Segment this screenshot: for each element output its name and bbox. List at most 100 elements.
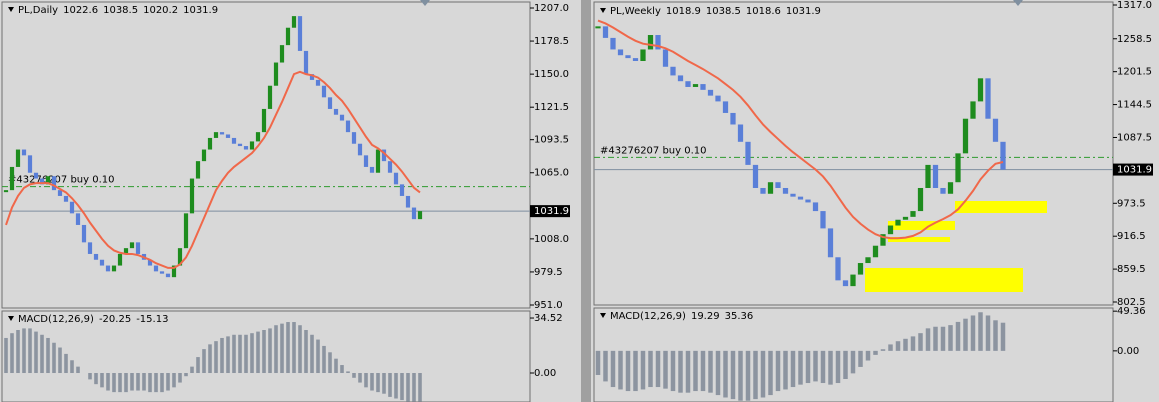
price-box bbox=[1113, 163, 1153, 176]
candle bbox=[9, 166, 15, 191]
macd-bar bbox=[775, 350, 781, 392]
candle bbox=[842, 280, 849, 287]
macd-bar bbox=[232, 334, 236, 374]
macd-bar bbox=[895, 341, 901, 351]
header-value: 1020.2 bbox=[143, 5, 178, 16]
macd-bar bbox=[172, 373, 176, 388]
candle bbox=[159, 271, 165, 274]
macd-bar bbox=[993, 320, 998, 351]
header-value: MACD(12,26,9) bbox=[610, 311, 686, 322]
candle bbox=[255, 132, 261, 142]
macd-bar bbox=[352, 373, 356, 378]
candle bbox=[737, 124, 744, 142]
candle bbox=[117, 253, 123, 266]
macd-bar bbox=[154, 373, 158, 393]
macd-bar bbox=[685, 350, 691, 393]
macd-bar bbox=[118, 373, 122, 393]
macd-bar bbox=[298, 325, 302, 374]
macd-bar bbox=[648, 350, 653, 388]
macd-bar bbox=[1000, 322, 1006, 351]
macd-bar bbox=[978, 312, 983, 351]
header-value: 1022.6 bbox=[63, 5, 98, 16]
macd-bar bbox=[603, 350, 608, 382]
macd-bar bbox=[100, 373, 104, 388]
candle bbox=[910, 211, 916, 217]
candle bbox=[655, 35, 661, 50]
candle bbox=[231, 137, 237, 144]
candle bbox=[189, 178, 195, 214]
header-value: -20.25 bbox=[99, 314, 131, 325]
candle bbox=[219, 132, 225, 135]
candle bbox=[767, 182, 774, 194]
macd-bar bbox=[715, 350, 721, 396]
candle bbox=[632, 58, 639, 61]
macd-bar bbox=[316, 339, 320, 374]
header-value: 1038.5 bbox=[103, 5, 138, 16]
y-tick-label: 34.52 bbox=[534, 313, 563, 324]
macd-bar bbox=[745, 350, 751, 401]
macd-bar bbox=[985, 315, 991, 351]
macd-bar bbox=[406, 373, 410, 402]
candle bbox=[327, 97, 333, 109]
header-value: 1018.9 bbox=[666, 6, 701, 17]
candle bbox=[183, 213, 189, 249]
y-tick-label: 1144.5 bbox=[1117, 100, 1152, 111]
macd-bar bbox=[955, 321, 961, 351]
macd-bar bbox=[382, 373, 386, 394]
candle bbox=[45, 176, 51, 185]
candle bbox=[3, 190, 9, 193]
candle bbox=[351, 132, 357, 144]
y-tick-label: 0.00 bbox=[1117, 346, 1139, 357]
y-tick-label: 1093.5 bbox=[534, 135, 569, 146]
candle bbox=[640, 49, 646, 61]
candle bbox=[87, 242, 93, 254]
macd-bar bbox=[250, 333, 254, 374]
candle bbox=[970, 101, 976, 119]
header-value: 19.29 bbox=[691, 311, 720, 322]
macd-bar bbox=[28, 328, 32, 374]
macd-bar bbox=[625, 350, 631, 392]
candle bbox=[369, 166, 375, 173]
header-value: 1038.5 bbox=[706, 6, 741, 17]
macd-bar bbox=[828, 350, 833, 385]
candle bbox=[880, 234, 886, 246]
macd-bar bbox=[700, 350, 706, 392]
candle bbox=[249, 141, 255, 150]
macd-bar bbox=[412, 373, 416, 402]
candle bbox=[625, 55, 631, 59]
divider bbox=[581, 0, 591, 402]
candle bbox=[992, 118, 999, 142]
macd-bar bbox=[64, 353, 68, 374]
candle bbox=[715, 95, 721, 102]
macd-bar bbox=[46, 337, 50, 374]
macd-bar bbox=[708, 350, 713, 393]
candle bbox=[387, 161, 393, 173]
candle bbox=[925, 164, 931, 188]
macd-bar bbox=[388, 373, 392, 397]
price-box bbox=[530, 205, 570, 218]
candle bbox=[955, 153, 961, 183]
macd-bar bbox=[910, 336, 916, 351]
macd-bar bbox=[214, 341, 218, 374]
macd-bar bbox=[286, 322, 290, 374]
candle bbox=[93, 253, 99, 260]
header-value: 1031.9 bbox=[786, 6, 821, 17]
candle bbox=[63, 195, 69, 202]
candle bbox=[917, 187, 924, 212]
candle bbox=[887, 225, 894, 235]
candle bbox=[21, 149, 27, 156]
candle bbox=[339, 114, 345, 121]
macd-bar bbox=[292, 322, 296, 374]
candle bbox=[677, 75, 684, 82]
candle bbox=[850, 274, 856, 287]
candle bbox=[707, 89, 714, 96]
candle bbox=[303, 50, 309, 75]
candle bbox=[357, 143, 363, 156]
macd-bar bbox=[655, 350, 661, 388]
macd-bar bbox=[663, 350, 668, 389]
candle bbox=[902, 216, 909, 220]
macd-bar bbox=[783, 350, 788, 390]
y-tick-label: 0.00 bbox=[534, 368, 556, 379]
macd-bar bbox=[790, 350, 796, 388]
macd-bar bbox=[94, 373, 98, 385]
